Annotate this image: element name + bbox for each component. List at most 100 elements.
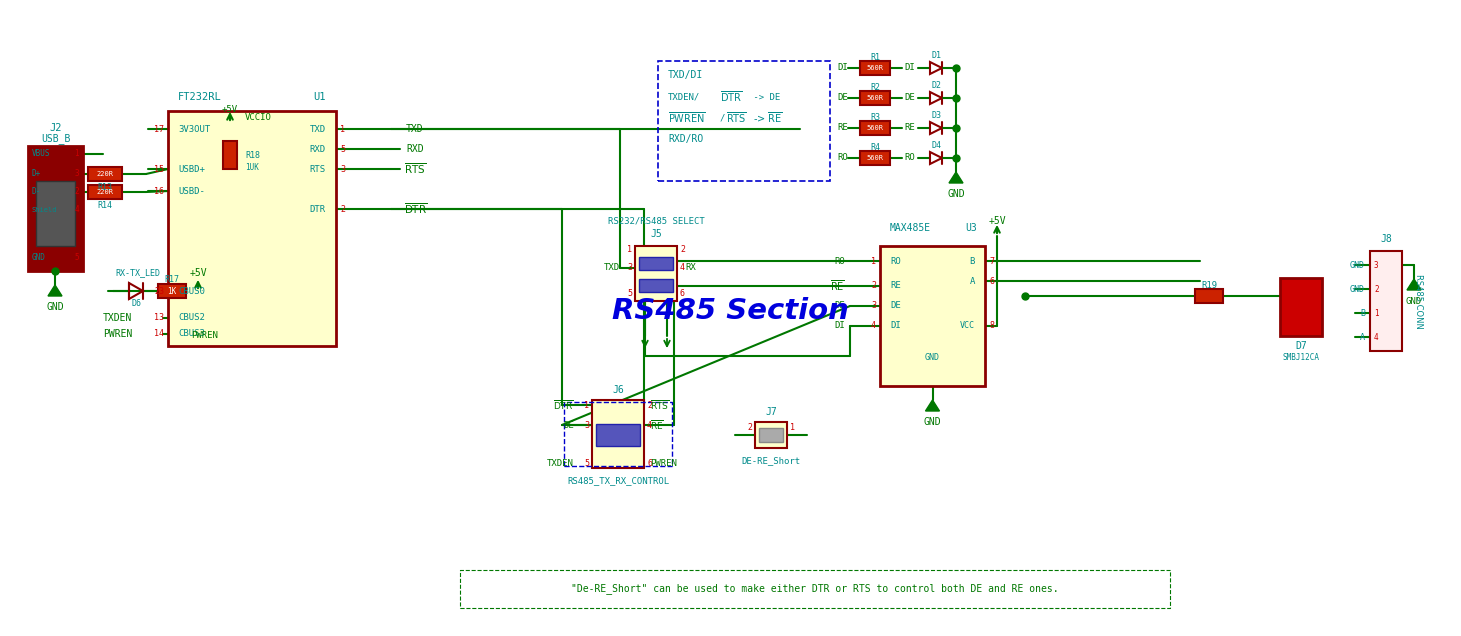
Bar <box>638 279 674 292</box>
Bar <box>1280 278 1322 336</box>
Text: +5V: +5V <box>222 104 238 113</box>
Text: MAX485E: MAX485E <box>890 223 931 233</box>
Text: 560R: 560R <box>866 65 884 71</box>
Text: -> $\overline{\rm RE}$: -> $\overline{\rm RE}$ <box>749 111 783 125</box>
Text: RE: RE <box>837 123 847 132</box>
Polygon shape <box>48 285 61 296</box>
Bar <box>861 61 890 75</box>
Text: RO: RO <box>890 256 901 265</box>
Text: SMBJ12CA: SMBJ12CA <box>1283 354 1319 363</box>
Bar <box>657 61 830 181</box>
Text: 1K: 1K <box>168 286 177 296</box>
Bar <box>28 146 83 271</box>
Text: 3: 3 <box>584 420 589 429</box>
Text: PWREN: PWREN <box>650 459 676 467</box>
Text: 2: 2 <box>75 188 79 197</box>
Text: VCCIO: VCCIO <box>245 113 272 121</box>
Text: D4: D4 <box>931 141 941 149</box>
Text: RS232/RS485 SELECT: RS232/RS485 SELECT <box>608 216 704 226</box>
Text: 2: 2 <box>747 422 752 431</box>
Text: USBD-: USBD- <box>178 186 205 195</box>
Text: TXD/DI: TXD/DI <box>668 70 703 80</box>
Text: -> DE: -> DE <box>748 92 780 102</box>
Text: GND: GND <box>1350 284 1365 293</box>
Text: RE: RE <box>904 123 915 132</box>
Text: RO: RO <box>834 256 844 265</box>
Text: 3: 3 <box>1373 261 1379 270</box>
Text: RTS: RTS <box>310 165 326 174</box>
Text: 2: 2 <box>1373 284 1379 293</box>
Text: 2: 2 <box>340 205 345 214</box>
Text: USB_B: USB_B <box>41 134 70 144</box>
Text: 560R: 560R <box>866 125 884 131</box>
Bar <box>861 151 890 165</box>
Bar <box>158 284 186 298</box>
Text: R19: R19 <box>1201 282 1217 291</box>
Text: D7: D7 <box>1294 341 1308 351</box>
Text: R4: R4 <box>869 142 880 151</box>
Text: VCC: VCC <box>960 322 974 331</box>
Text: D2: D2 <box>931 81 941 90</box>
Text: GND: GND <box>47 302 64 312</box>
Text: 3: 3 <box>627 263 633 272</box>
Text: $\overline{\rm DTR}$: $\overline{\rm DTR}$ <box>720 90 742 104</box>
Text: $\overline{\rm PWREN}$: $\overline{\rm PWREN}$ <box>668 111 706 125</box>
Text: +5V: +5V <box>988 216 1005 226</box>
Text: PWREN: PWREN <box>102 329 133 339</box>
Text: GND: GND <box>1350 261 1365 270</box>
Text: GND: GND <box>1405 296 1422 305</box>
Text: J2: J2 <box>50 123 61 133</box>
Text: DI: DI <box>834 322 844 331</box>
Text: 14: 14 <box>153 329 164 338</box>
Text: DE: DE <box>564 420 574 429</box>
Text: VBUS: VBUS <box>32 149 51 158</box>
Text: TXD: TXD <box>406 124 424 134</box>
Text: DI: DI <box>904 64 915 73</box>
Text: U1: U1 <box>314 92 326 102</box>
Text: RXD: RXD <box>406 144 424 154</box>
Text: D3: D3 <box>931 111 941 120</box>
Text: R17: R17 <box>165 275 180 284</box>
Text: 7: 7 <box>989 256 993 265</box>
Text: 2: 2 <box>871 282 877 291</box>
Text: R3: R3 <box>869 113 880 121</box>
Text: RX: RX <box>685 263 695 272</box>
Text: 16: 16 <box>153 186 164 195</box>
Text: 4: 4 <box>75 205 79 214</box>
Text: J7: J7 <box>766 407 777 417</box>
Text: R1: R1 <box>869 53 880 62</box>
Text: 1: 1 <box>340 125 345 134</box>
Text: DI: DI <box>890 322 901 331</box>
Text: $\overline{\rm RE}$: $\overline{\rm RE}$ <box>830 279 844 293</box>
Text: 5: 5 <box>75 252 79 261</box>
Text: U3: U3 <box>966 223 977 233</box>
Bar <box>37 181 75 246</box>
Text: USBD+: USBD+ <box>178 165 205 174</box>
Bar <box>168 111 336 346</box>
Text: R2: R2 <box>869 83 880 92</box>
Text: D6: D6 <box>131 298 142 307</box>
Text: DE: DE <box>890 301 901 310</box>
Text: B: B <box>970 256 974 265</box>
Text: GND: GND <box>923 417 941 427</box>
Bar <box>592 400 644 468</box>
Text: R14: R14 <box>98 202 112 211</box>
Text: 5: 5 <box>340 144 345 153</box>
Text: DI: DI <box>837 64 847 73</box>
Bar <box>861 121 890 135</box>
Text: 560R: 560R <box>866 155 884 161</box>
Text: 560R: 560R <box>866 95 884 101</box>
Text: TXD: TXD <box>310 125 326 134</box>
Text: TXDEN/: TXDEN/ <box>668 92 700 102</box>
Text: RXD: RXD <box>310 144 326 153</box>
Text: $\overline{\rm RTS}$: $\overline{\rm RTS}$ <box>726 111 747 125</box>
Polygon shape <box>950 172 963 183</box>
Text: A: A <box>1360 333 1365 342</box>
Text: 220R: 220R <box>96 189 114 195</box>
Text: RXD/RO: RXD/RO <box>668 134 703 144</box>
Text: 1: 1 <box>1373 308 1379 317</box>
Text: 220R: 220R <box>96 171 114 177</box>
Bar <box>755 422 787 448</box>
Bar <box>88 167 123 181</box>
Polygon shape <box>925 400 939 411</box>
